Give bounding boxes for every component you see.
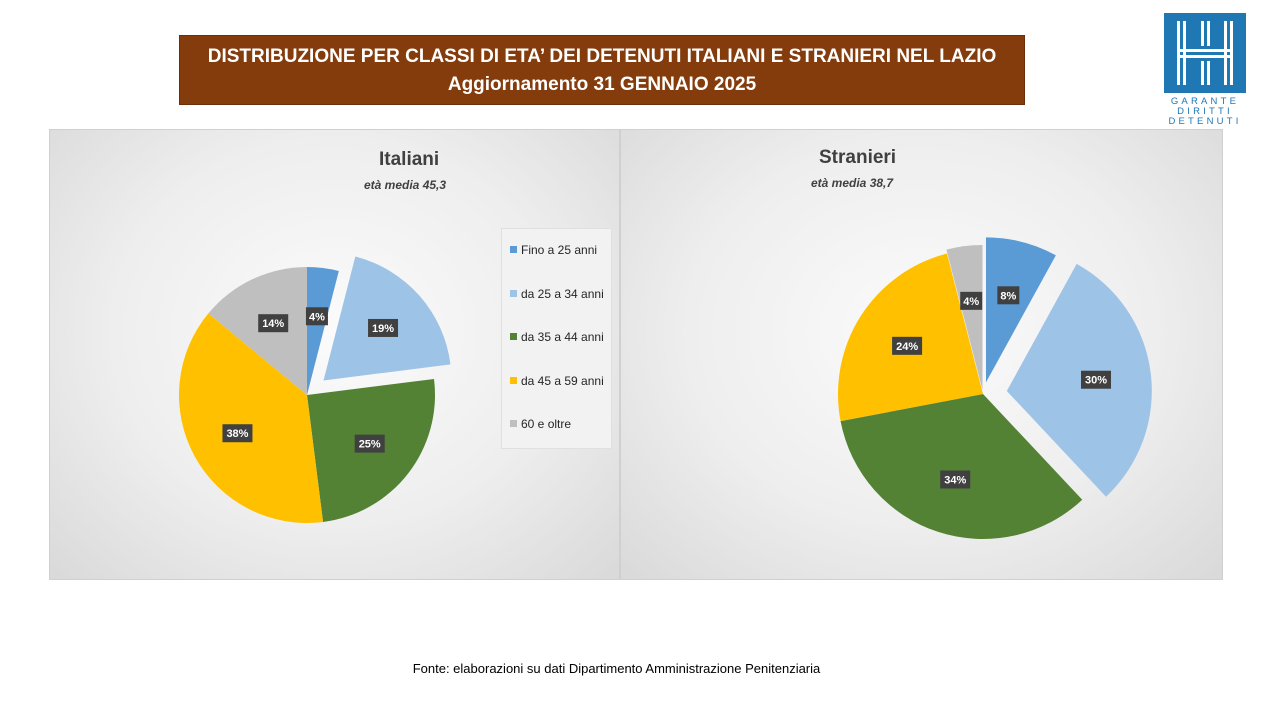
data-label-box (892, 336, 923, 355)
data-label-text: 30% (1085, 375, 1107, 387)
legend-label: Fino a 25 anni (521, 243, 598, 257)
pie-slice-45-59 (178, 313, 324, 523)
data-label-box (258, 314, 289, 333)
data-label-text: 38% (226, 428, 248, 440)
garante-logo: GARANTE DIRITTI DETENUTI (1162, 13, 1248, 128)
pie-slice-fino-25 (985, 237, 1056, 383)
legend-label: da 35 a 44 anni (521, 330, 604, 344)
pie-slice-35-44 (840, 394, 1083, 539)
data-label-45-59: 38% (222, 424, 253, 443)
data-label-box (305, 307, 328, 326)
data-label-fino-25: 8% (997, 286, 1020, 305)
data-label-box (368, 318, 399, 337)
legend-item-60-oltre: 60 e oltre (510, 417, 571, 431)
pie-slice-25-34 (323, 256, 451, 381)
page-title: DISTRIBUZIONE PER CLASSI DI ETA’ DEI DET… (207, 46, 997, 67)
legend-swatch-45-59 (510, 377, 517, 384)
legend-swatch-60-oltre (510, 420, 517, 427)
pie-chart-stranieri: 8% 30% 34% 24% 4% (838, 237, 1152, 539)
legend-label: 60 e oltre (521, 417, 572, 431)
data-label-text: 34% (944, 474, 966, 486)
data-label-45-59: 24% (892, 336, 923, 355)
data-label-box (960, 291, 983, 310)
data-label-box (1081, 370, 1112, 389)
legend-item-25-34: da 25 a 34 anni (510, 287, 604, 301)
data-label-25-34: 19% (368, 318, 399, 337)
logo-text-detenuti: DETENUTI (1168, 116, 1242, 127)
chart-title-italiani: Italiani (379, 149, 440, 170)
data-label-60-oltre: 4% (960, 291, 983, 310)
data-label-35-44: 25% (354, 434, 385, 453)
logo-text-diritti: DIRITTI (1177, 106, 1233, 117)
data-label-text: 4% (963, 296, 979, 308)
data-label-box (940, 470, 971, 489)
legend-label: da 25 a 34 anni (521, 287, 604, 301)
chart-legend: Fino a 25 anni da 25 a 34 anni da 35 a 4… (501, 228, 612, 449)
legend-swatch-35-44 (510, 333, 517, 340)
legend-item-35-44: da 35 a 44 anni (510, 330, 604, 344)
data-label-box (997, 286, 1020, 305)
data-label-fino-25: 4% (305, 307, 328, 326)
data-label-text: 8% (1000, 290, 1016, 302)
page-subtitle: Aggiornamento 31 GENNAIO 2025 (447, 74, 757, 95)
page-title-banner: DISTRIBUZIONE PER CLASSI DI ETA’ DEI DET… (179, 35, 1025, 105)
data-label-box (354, 434, 385, 453)
data-label-60-oltre: 14% (258, 314, 289, 333)
chart-panel-stranieri: Stranieri età media 38,7 8% 30% 34% 24% 4% (620, 129, 1223, 580)
legend-swatch-25-34 (510, 290, 517, 297)
legend-item-fino-25: Fino a 25 anni (510, 243, 597, 257)
data-label-35-44: 34% (940, 470, 971, 489)
data-label-text: 19% (372, 323, 394, 335)
legend-swatch-fino-25 (510, 246, 517, 253)
data-label-text: 4% (309, 311, 325, 323)
logo-mark-icon (1177, 21, 1233, 85)
chart-subtitle-stranieri: età media 38,7 (811, 176, 894, 190)
data-label-text: 14% (262, 318, 284, 330)
data-label-25-34: 30% (1081, 370, 1112, 389)
pie-slice-60-oltre (208, 267, 307, 395)
data-label-box (222, 424, 253, 443)
legend-item-45-59: da 45 a 59 anni (510, 374, 604, 388)
pie-slice-25-34 (1006, 263, 1152, 497)
data-label-text: 24% (896, 341, 918, 353)
pie-slice-60-oltre (946, 245, 983, 391)
data-label-text: 25% (359, 439, 381, 451)
pie-slice-fino-25 (307, 267, 339, 395)
legend-label: da 45 a 59 anni (521, 374, 604, 388)
source-note: Fonte: elaborazioni su dati Dipartimento… (412, 661, 821, 676)
chart-panel-italiani: Italiani età media 45,3 4% 19% 25% 38% 14% F… (49, 129, 620, 580)
chart-subtitle-italiani: età media 45,3 (364, 178, 447, 192)
chart-title-stranieri: Stranieri (819, 147, 897, 168)
pie-chart-italiani: 4% 19% 25% 38% 14% (178, 256, 451, 523)
logo-text-garante: GARANTE (1170, 96, 1240, 107)
logo-emblem (1164, 13, 1246, 93)
